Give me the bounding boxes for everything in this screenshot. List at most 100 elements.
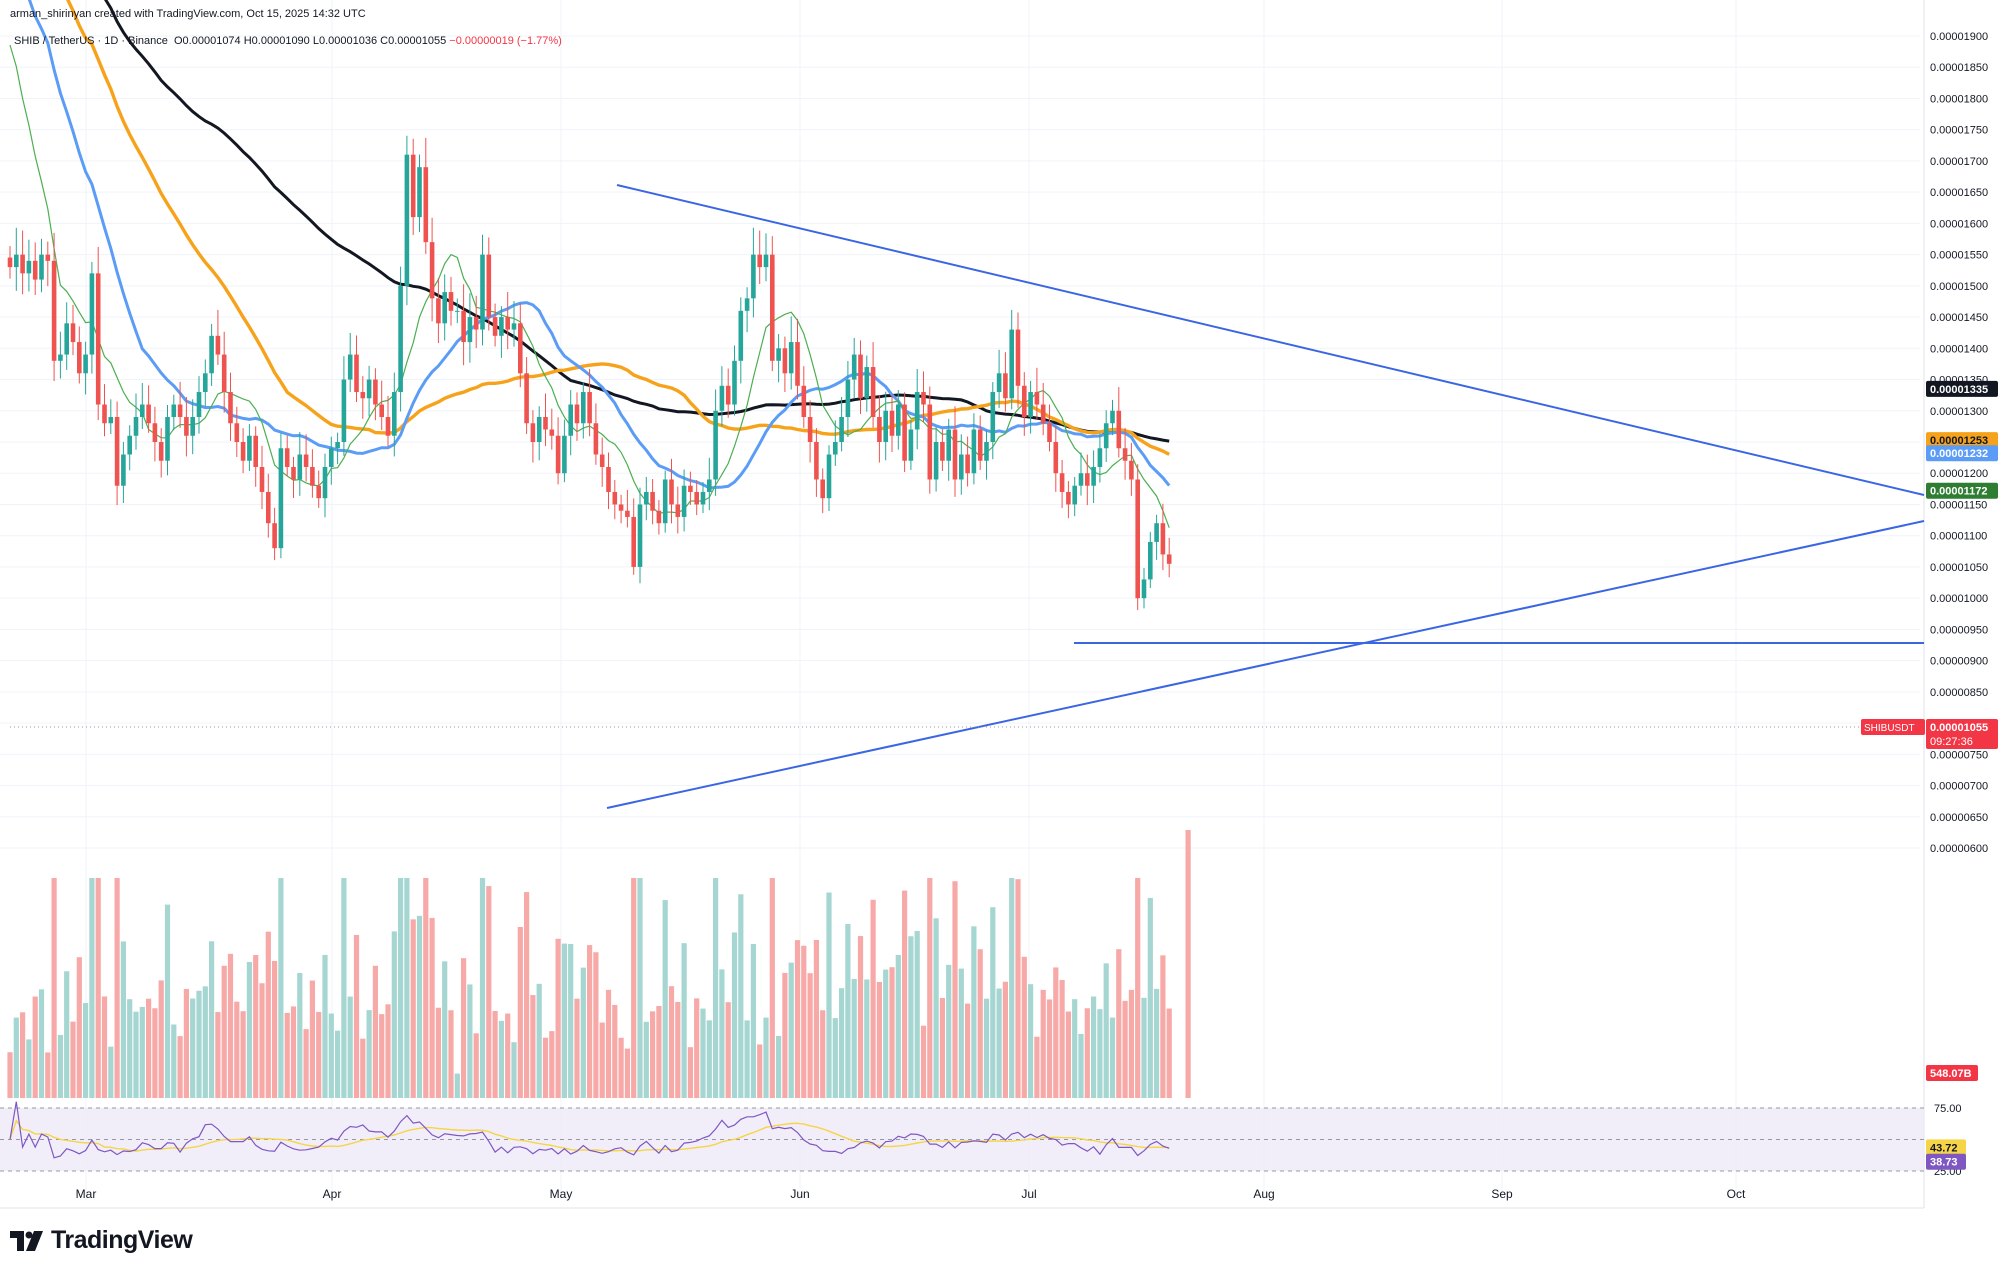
candle-body <box>788 342 794 374</box>
candle-body <box>587 392 592 424</box>
ma200-badge: 0.00001335 <box>1930 384 1988 396</box>
volume-bar <box>511 1042 517 1098</box>
rsi-lines <box>9 1101 1170 1159</box>
volume-bar <box>158 980 164 1098</box>
candle-body <box>467 317 473 343</box>
candle-body <box>184 417 189 436</box>
candle-body <box>45 254 51 261</box>
price-tick-label: 0.00001000 <box>1930 593 1988 605</box>
candle-body <box>379 404 384 418</box>
candle-body <box>833 442 838 455</box>
tradingview-logo[interactable]: TradingView <box>10 1226 193 1255</box>
volume-bar <box>776 1035 782 1098</box>
candle-body <box>524 373 529 424</box>
volume-bar <box>738 894 744 1098</box>
ma200-badge-bg <box>1926 380 1998 397</box>
volume-bar <box>1091 996 1097 1098</box>
candle-body <box>694 491 699 505</box>
rsi-ma-badge-bg <box>1926 1139 1966 1156</box>
candle-body <box>360 392 366 399</box>
volume-bar <box>139 1006 145 1098</box>
candle-body <box>83 354 88 374</box>
volume-bar <box>177 1036 183 1098</box>
candle-body <box>39 254 44 280</box>
countdown-badge: 09:27:36 <box>1930 736 1973 748</box>
candle-body <box>959 454 964 480</box>
candle-body <box>1091 466 1096 486</box>
candle-body <box>1085 473 1090 486</box>
volume-bar <box>454 1073 460 1098</box>
candle-body <box>436 298 441 324</box>
volume-bar <box>240 1011 246 1098</box>
volume-bar <box>687 1047 693 1098</box>
volume-bar <box>624 1048 630 1098</box>
volume-bar <box>1135 878 1141 1098</box>
volume-bar <box>719 969 725 1098</box>
volume-bar <box>1028 984 1034 1098</box>
candle-body <box>392 392 397 436</box>
candle-body <box>1141 579 1147 599</box>
volume-bar <box>1046 999 1053 1098</box>
volume-bar <box>246 961 252 1098</box>
ohlc-open: O0.00001074 <box>174 35 241 47</box>
price-tick-label: 0.00001150 <box>1930 499 1987 511</box>
volume-bar <box>668 986 675 1098</box>
ohlc-high: H0.00001090 <box>243 35 310 47</box>
candle-body <box>839 417 844 442</box>
volume-bar <box>1078 1033 1084 1098</box>
candle-body <box>247 435 252 461</box>
candle-body <box>133 417 139 436</box>
volume-bar <box>416 915 423 1098</box>
volume-bar <box>1002 981 1008 1098</box>
ma50-badge: 0.00001232 <box>1930 448 1988 460</box>
candle-body <box>291 466 296 480</box>
volume-bar <box>813 940 819 1098</box>
volume-bar <box>410 919 416 1098</box>
volume-bar <box>656 1005 662 1098</box>
volume-bar <box>782 972 788 1098</box>
candle-body <box>650 491 655 511</box>
candle-body <box>77 342 82 374</box>
price-tick-label: 0.00000600 <box>1930 843 1988 855</box>
volume-bar <box>1128 989 1134 1098</box>
candle-body <box>329 448 334 467</box>
candle-body <box>26 260 32 274</box>
volume-bar <box>171 1024 177 1098</box>
volume-bar <box>209 941 215 1098</box>
volume-bar <box>38 989 45 1098</box>
candle-body <box>297 454 303 480</box>
candle-body <box>310 466 315 486</box>
ohlc-close: C0.00001055 <box>380 35 447 47</box>
candle-body <box>631 516 636 567</box>
volume-bar <box>549 1031 555 1098</box>
ma20-badge-bg <box>1926 482 1998 499</box>
candle-body <box>442 292 447 324</box>
volume-bar <box>253 955 259 1098</box>
rsi-ma-badge: 43.72 <box>1930 1142 1958 1154</box>
candle-body <box>1148 541 1153 580</box>
price-tick-label: 0.00001900 <box>1930 31 1988 43</box>
volume-bar <box>864 979 870 1098</box>
volume-badge: 548.07B <box>1930 1068 1972 1080</box>
candle-body <box>140 404 145 418</box>
volume-bar <box>958 968 964 1098</box>
volume-bar <box>587 945 593 1098</box>
candle-body <box>1047 423 1052 442</box>
candle-body <box>530 423 536 442</box>
price-tick-label: 0.00000950 <box>1930 624 1988 636</box>
volume-histogram <box>7 830 1191 1098</box>
volume-bar <box>64 971 70 1098</box>
volume-bar <box>190 998 196 1098</box>
volume-bar <box>202 986 208 1098</box>
candle-body <box>278 448 284 549</box>
candle-body <box>473 317 479 330</box>
candle-body <box>417 167 422 218</box>
volume-bar <box>568 944 574 1098</box>
volume-bar <box>801 945 807 1098</box>
candle-body <box>373 379 378 405</box>
volume-bar <box>1103 963 1109 1098</box>
volume-bar <box>870 899 876 1098</box>
candle-body <box>1040 404 1046 424</box>
candle-body <box>234 423 240 442</box>
